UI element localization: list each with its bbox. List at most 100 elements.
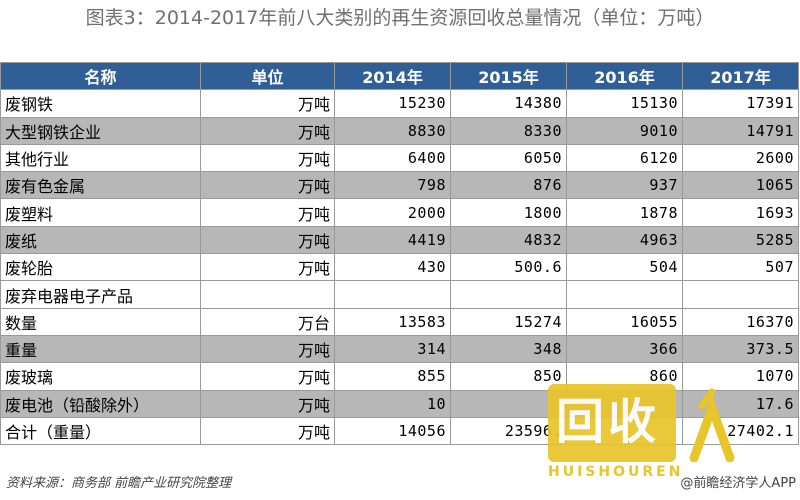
- row-2015-cell: 15274: [450, 307, 567, 336]
- header-2016: 2016年: [566, 61, 683, 91]
- header-2017: 2017年: [682, 61, 799, 91]
- table-row: 数量 万台 13583 15274 16055 16370: [0, 307, 799, 336]
- row-unit-cell: 万吨: [200, 198, 335, 227]
- row-2017-cell: 14791: [682, 116, 799, 145]
- row-2014-cell: 314: [334, 334, 451, 364]
- table-row: 废塑料 万吨 2000 1800 1878 1693: [0, 198, 799, 227]
- row-2016-cell: 504: [566, 253, 683, 282]
- table-row: 大型钢铁企业 万吨 8830 8330 9010 14791: [0, 116, 799, 145]
- row-2015-cell: 348: [450, 334, 567, 364]
- row-2016-cell: 16055: [566, 307, 683, 336]
- row-2014-cell: 8830: [334, 116, 451, 145]
- row-2015-cell: [450, 389, 567, 418]
- row-2017-cell: 17391: [682, 89, 799, 118]
- row-2014-cell: 14056: [334, 416, 451, 446]
- row-2016-cell: 9010: [566, 116, 683, 145]
- row-2016-cell: 937: [566, 171, 683, 200]
- row-2015-cell: 14380: [450, 89, 567, 118]
- row-2017-cell: 1065: [682, 171, 799, 200]
- row-2016-cell: 15130: [566, 89, 683, 118]
- row-2014-cell: 4419: [334, 225, 451, 255]
- row-2014-cell: 855: [334, 362, 451, 391]
- row-name-cell: 大型钢铁企业: [0, 116, 201, 145]
- row-2016-cell: 366: [566, 334, 683, 364]
- row-name-cell: 数量: [0, 307, 201, 336]
- row-2014-cell: [334, 280, 451, 309]
- row-name-cell: 重量: [0, 334, 201, 364]
- row-unit-cell: 万台: [200, 307, 335, 336]
- table-header-row: 名称 单位 2014年 2015年 2016年 2017年: [0, 61, 799, 91]
- table-row: 废纸 万吨 4419 4832 4963 5285: [0, 225, 799, 255]
- row-name-cell: 废电池（铅酸除外）: [0, 389, 201, 418]
- table-row: 其他行业 万吨 6400 6050 6120 2600: [0, 143, 799, 173]
- watermark-text: 回收: [556, 394, 661, 450]
- row-2014-cell: 10: [334, 389, 451, 418]
- row-unit-cell: 万吨: [200, 171, 335, 200]
- row-name-cell: 废钢铁: [0, 89, 201, 118]
- header-name: 名称: [0, 61, 201, 91]
- row-2014-cell: 798: [334, 171, 451, 200]
- row-2015-cell: 876: [450, 171, 567, 200]
- row-2017-cell: 16370: [682, 307, 799, 336]
- recycling-table: 名称 单位 2014年 2015年 2016年 2017年 废钢铁 万吨 15230…: [0, 61, 799, 446]
- row-2015-cell: 23596.: [450, 416, 567, 446]
- table-row: 废轮胎 万吨 430 500.6 504 507: [0, 253, 799, 282]
- row-name-cell: 其他行业: [0, 143, 201, 173]
- row-2016-cell: 1878: [566, 198, 683, 227]
- row-2017-cell: [682, 280, 799, 309]
- row-2017-cell: 1693: [682, 198, 799, 227]
- row-2016-cell: [566, 280, 683, 309]
- row-unit-cell: 万吨: [200, 253, 335, 282]
- row-2017-cell: 2600: [682, 143, 799, 173]
- table-row: 重量 万吨 314 348 366 373.5: [0, 334, 799, 364]
- row-2017-cell: 373.5: [682, 334, 799, 364]
- row-2015-cell: 8330: [450, 116, 567, 145]
- watermark-box: 回收: [548, 384, 676, 462]
- row-2015-cell: 500.6: [450, 253, 567, 282]
- row-name-cell: 废轮胎: [0, 253, 201, 282]
- row-2017-cell: 507: [682, 253, 799, 282]
- table-row: 废钢铁 万吨 15230 14380 15130 17391: [0, 89, 799, 118]
- row-unit-cell: 万吨: [200, 225, 335, 255]
- row-name-cell: 合计（重量）: [0, 416, 201, 446]
- watermark-logo: 回收 HUISHOUREN: [548, 384, 738, 480]
- row-2015-cell: 4832: [450, 225, 567, 255]
- row-2015-cell: 1800: [450, 198, 567, 227]
- row-unit-cell: [200, 280, 335, 309]
- table-row: 废弃电器电子产品: [0, 280, 799, 309]
- credit-note: @前瞻经济学人APP: [680, 476, 796, 491]
- row-2016-cell: 6120: [566, 143, 683, 173]
- person-icon: [689, 388, 735, 462]
- row-2015-cell: 6050: [450, 143, 567, 173]
- row-2014-cell: 2000: [334, 198, 451, 227]
- row-2017-cell: 17.6: [682, 389, 799, 418]
- row-unit-cell: 万吨: [200, 89, 335, 118]
- row-unit-cell: 万吨: [200, 334, 335, 364]
- row-unit-cell: 万吨: [200, 143, 335, 173]
- header-2014: 2014年: [334, 61, 451, 91]
- table-row: 废有色金属 万吨 798 876 937 1065: [0, 171, 799, 200]
- row-2014-cell: 13583: [334, 307, 451, 336]
- row-2017-cell: 1070: [682, 362, 799, 391]
- row-name-cell: 废塑料: [0, 198, 201, 227]
- row-name-cell: 废玻璃: [0, 362, 201, 391]
- row-unit-cell: 万吨: [200, 416, 335, 446]
- row-2014-cell: 430: [334, 253, 451, 282]
- header-2015: 2015年: [450, 61, 567, 91]
- row-2015-cell: [450, 280, 567, 309]
- row-unit-cell: 万吨: [200, 389, 335, 418]
- row-2016-cell: 4963: [566, 225, 683, 255]
- source-note: 资料来源：商务部 前瞻产业研究院整理: [6, 476, 232, 491]
- chart-title: 图表3：2014-2017年前八大类别的再生资源回收总量情况（单位：万吨）: [85, 7, 715, 29]
- row-unit-cell: 万吨: [200, 362, 335, 391]
- row-2017-cell: 5285: [682, 225, 799, 255]
- row-name-cell: 废有色金属: [0, 171, 201, 200]
- watermark-subtext: HUISHOUREN: [548, 464, 684, 480]
- row-2014-cell: 15230: [334, 89, 451, 118]
- table-row: 废玻璃 万吨 855 850 860 1070: [0, 362, 799, 391]
- row-name-cell: 废弃电器电子产品: [0, 280, 201, 309]
- row-name-cell: 废纸: [0, 225, 201, 255]
- header-unit: 单位: [200, 61, 335, 91]
- row-unit-cell: 万吨: [200, 116, 335, 145]
- row-2014-cell: 6400: [334, 143, 451, 173]
